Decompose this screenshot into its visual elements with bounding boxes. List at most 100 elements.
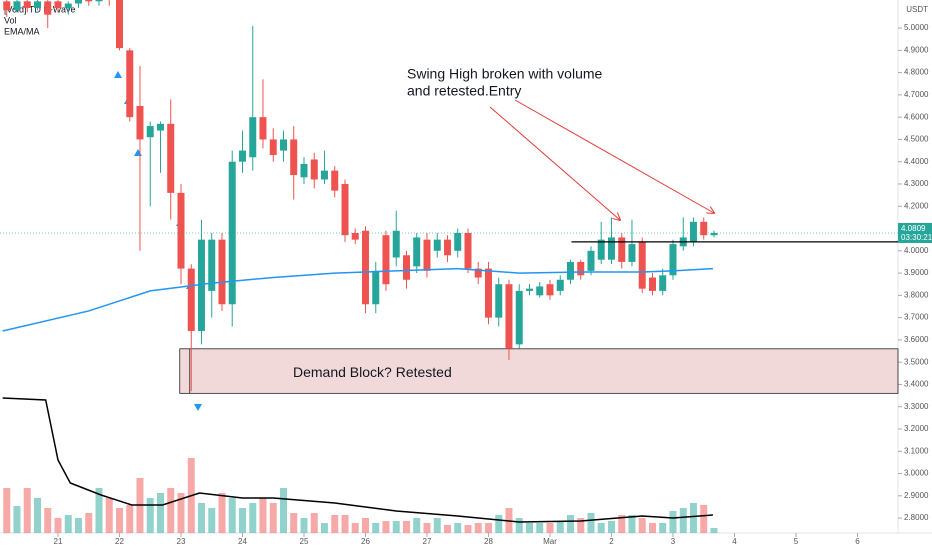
x-tick-label: 25 — [300, 537, 309, 546]
y-tick-label: 2.9000 — [904, 491, 929, 500]
candle-body — [34, 1, 42, 9]
volume-bar — [290, 513, 298, 533]
volume-bar — [454, 523, 462, 533]
candle-body — [628, 244, 636, 262]
volume-bar — [85, 513, 93, 533]
candle-body — [3, 1, 11, 11]
volume-bar — [403, 521, 411, 533]
y-tick-label: 3.8000 — [904, 290, 929, 299]
volume-bar — [515, 518, 523, 533]
volume-bar — [597, 523, 605, 533]
candle-body — [587, 250, 595, 271]
volume-bar — [320, 523, 328, 533]
candle-body — [351, 232, 359, 240]
candle-body — [218, 239, 226, 305]
y-tick-label: 3.2000 — [904, 424, 929, 433]
volume-bar — [44, 508, 52, 533]
y-tick-label: 4.3000 — [904, 179, 929, 188]
volume-bar — [269, 503, 277, 533]
volume-bar — [669, 511, 677, 533]
volume-bar — [259, 498, 267, 533]
candle-body — [443, 239, 451, 256]
candle-body — [249, 117, 257, 158]
volume-bar — [126, 505, 134, 533]
volume-bar — [443, 525, 451, 533]
candle-body — [392, 230, 400, 258]
volume-bar — [146, 498, 154, 533]
y-tick-label: 4.8000 — [904, 68, 929, 77]
y-tick-label: 4.2000 — [904, 201, 929, 210]
candle-body — [320, 170, 328, 180]
volume-bar — [34, 498, 42, 533]
candle-body — [177, 192, 185, 269]
x-tick-label: 23 — [177, 537, 186, 546]
candle-body — [700, 221, 708, 236]
y-tick-label: 3.1000 — [904, 446, 929, 455]
candle-body — [659, 275, 667, 291]
last-price-box — [898, 222, 932, 243]
volume-bar — [372, 523, 380, 533]
candle-body — [136, 106, 144, 140]
volume-bar — [638, 518, 646, 533]
zone-label: Demand Block? Retested — [293, 364, 452, 380]
volume-bar — [628, 515, 636, 533]
legend-title: [Void] TD D-Wave — [4, 4, 76, 14]
candle-body — [146, 126, 154, 138]
volume-bar — [546, 523, 554, 533]
last-price: 4.0809 — [901, 224, 926, 233]
candle-body — [556, 279, 564, 291]
candle-body — [23, 1, 31, 9]
candle-body — [597, 239, 605, 260]
y-tick-label: 3.4000 — [904, 380, 929, 389]
candle-body — [280, 139, 288, 151]
volume-bar — [115, 508, 123, 533]
x-tick-label: 26 — [361, 537, 370, 546]
volume-bar — [536, 523, 544, 533]
candle-body — [433, 239, 441, 251]
y-tick-label: 4.6000 — [904, 112, 929, 121]
candle-body — [197, 239, 205, 331]
candle-body — [167, 123, 175, 193]
candle-body — [566, 261, 574, 280]
volume-bar — [392, 521, 400, 533]
x-tick-label: 2 — [609, 537, 614, 546]
volume-bar — [566, 515, 574, 533]
volume-bar — [3, 488, 11, 533]
candle-body — [638, 241, 646, 289]
volume-bar — [249, 503, 257, 533]
volume-bar — [577, 518, 585, 533]
volume-bar — [167, 488, 175, 533]
volume-bar — [484, 523, 492, 533]
x-tick-label: Mar — [543, 537, 557, 546]
candle-body — [95, 0, 103, 2]
candle-body — [115, 0, 123, 49]
x-tick-label: 5 — [794, 537, 799, 546]
volume-bar — [423, 523, 431, 533]
x-tick-label: 22 — [115, 537, 124, 546]
volume-bar — [157, 493, 165, 533]
candle-body — [269, 139, 277, 156]
volume-bar — [208, 508, 216, 533]
x-tick-label: 6 — [855, 537, 860, 546]
volume-bar — [679, 508, 687, 533]
candle-body — [423, 239, 431, 271]
y-tick-label: 3.6000 — [904, 335, 929, 344]
candle-body — [300, 163, 308, 178]
candle-body — [126, 50, 134, 118]
volume-bar — [351, 523, 359, 533]
volume-bar — [710, 528, 718, 533]
candle-body — [54, 1, 62, 9]
volume-bar — [331, 515, 339, 533]
volume-bar — [382, 521, 390, 533]
candle-body — [484, 268, 492, 318]
candle-body — [187, 268, 195, 331]
candle-body — [157, 123, 165, 131]
y-tick-label: 3.7000 — [904, 313, 929, 322]
countdown: 03:30:21 — [901, 233, 932, 242]
candle-body — [577, 261, 585, 276]
candle-body — [669, 244, 677, 276]
candle-body — [259, 117, 267, 140]
volume-bar — [607, 521, 615, 533]
y-tick-label: 3.0000 — [904, 469, 929, 478]
volume-bar — [556, 521, 564, 533]
